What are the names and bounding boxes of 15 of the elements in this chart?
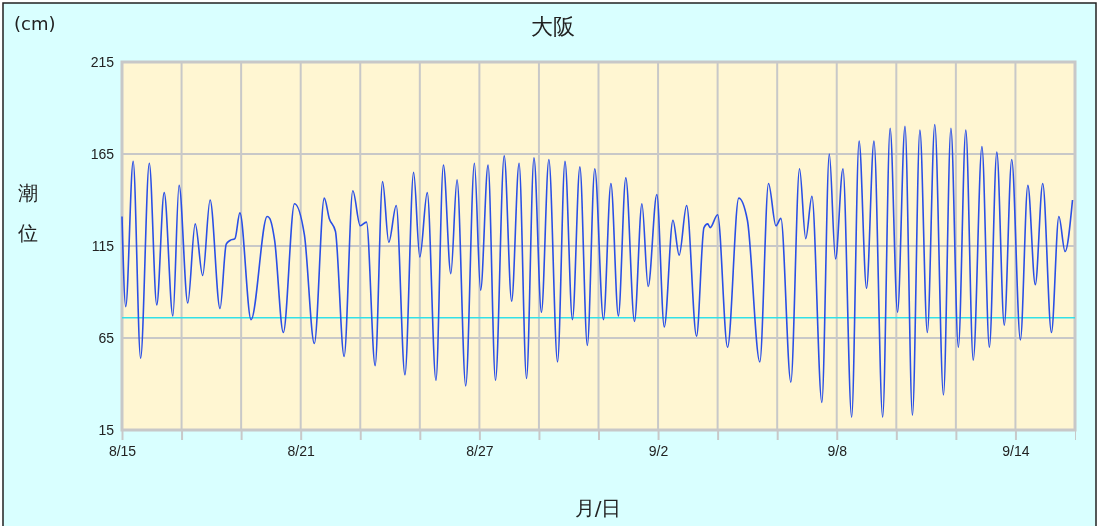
x-tick-label: 8/27 <box>466 442 494 459</box>
x-axis-title: 月/日 <box>574 496 622 520</box>
y-tick-label: 15 <box>98 421 115 438</box>
chart-title: 大阪 <box>531 14 575 39</box>
x-tick-label: 9/8 <box>827 442 848 459</box>
x-tick-label: 8/15 <box>108 442 137 459</box>
text: (cm) <box>14 13 56 34</box>
x-tick-label: 9/14 <box>1002 442 1030 459</box>
y-tick-label: 165 <box>90 145 115 162</box>
y-tick-label: 65 <box>98 329 115 346</box>
x-tick-label: 8/21 <box>287 442 316 459</box>
x-tick-label: 9/2 <box>648 442 669 459</box>
y-tick-label: 215 <box>90 53 115 70</box>
y-axis-title: 潮位 <box>18 181 38 245</box>
y-tick-label: 115 <box>91 237 115 254</box>
